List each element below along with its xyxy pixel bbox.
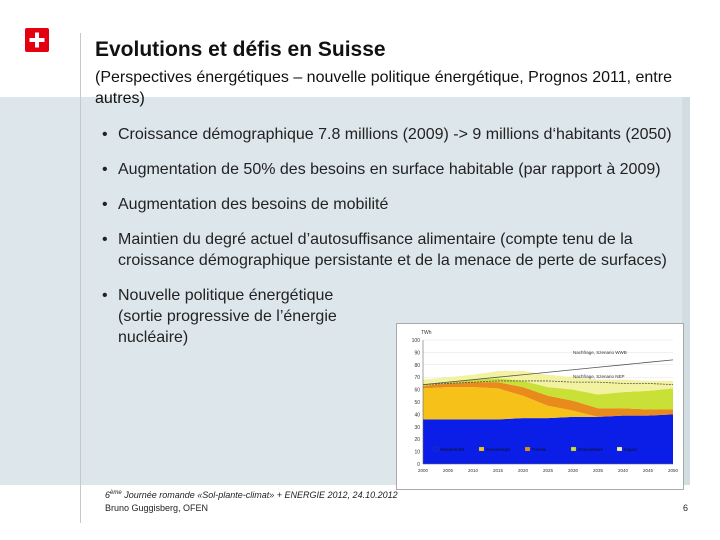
chart-legend-label: Wasserkraft (440, 447, 465, 452)
page-subtitle: (Perspectives énergétiques – nouvelle po… (95, 69, 672, 107)
chart-xtick-label: 2010 (468, 468, 479, 473)
chart-legend-swatch (478, 446, 485, 452)
chart-area-fossile (423, 382, 673, 417)
energy-chart: TWh 0 10 20 30 40 50 60 70 80 90 100 2000 2005 2010 201… (396, 323, 684, 490)
bullet-item: • Maintien du degré actuel d’autosuffisan… (102, 231, 667, 269)
chart-ytick-label: 40 (414, 412, 420, 418)
chart-ytick-label: 0 (417, 462, 420, 468)
bullet-item: • Croissance démographique 7.8 millions (… (102, 126, 672, 143)
swiss-flag-icon (25, 28, 49, 52)
chart-ytick-label: 80 (414, 363, 420, 369)
chart-legend-swatch (524, 446, 531, 452)
bullet-item: • Augmentation des besoins de mobilité (102, 196, 389, 213)
chart-area-wasserkraft (423, 414, 673, 464)
content-panel-edge (682, 97, 690, 485)
chart-area-kernenergie (423, 387, 673, 420)
chart-legend-label: Fossile (532, 447, 547, 452)
chart-xtick-label: 2040 (618, 468, 629, 473)
chart-ytick-label: 70 (414, 375, 420, 381)
bullet-dot: • (102, 287, 108, 304)
page-title: Evolutions et défis en Suisse (95, 38, 386, 61)
chart-xtick-label: 2030 (568, 468, 579, 473)
footer-author: Bruno Guggisberg, OFEN (105, 503, 209, 513)
chart-ytick-label: 90 (414, 350, 420, 356)
bullet-dot: • (102, 196, 108, 213)
chart-legend-label: Import (624, 447, 638, 452)
chart-area-erneuerbare (423, 378, 673, 410)
chart-ytick-label: 60 (414, 388, 420, 394)
chart-legend-swatch (432, 446, 439, 452)
footer-event: 6ème Journée romande «Sol-plante-climat»… (105, 490, 398, 500)
chart-annotation: Nachfrage, Szenario WWB (573, 350, 627, 355)
chart-xtick-label: 2000 (418, 468, 429, 473)
chart-legend-swatch (616, 446, 623, 452)
chart-demand-line (422, 359, 674, 386)
chart-demand-line (422, 380, 674, 386)
chart-area-import (423, 371, 673, 395)
chart-ytick-label: 10 (414, 450, 420, 456)
page-number: 6 (683, 503, 689, 513)
chart-xtick-label: 2005 (443, 468, 454, 473)
chart-xtick-label: 2035 (593, 468, 604, 473)
bullet-dot: • (102, 126, 108, 143)
chart-ytick-label: 50 (414, 400, 420, 406)
chart-xtick-label: 2025 (543, 468, 554, 473)
chart-annotation: Nachfrage, Szenario NEP (573, 374, 625, 379)
chart-xtick-label: 2020 (518, 468, 529, 473)
chart-xtick-label: 2050 (668, 468, 679, 473)
bullet-dot: • (102, 161, 108, 178)
vertical-divider (80, 33, 81, 523)
chart-ytick-label: 30 (414, 425, 420, 431)
chart-xtick-label: 2015 (493, 468, 504, 473)
bullet-dot: • (102, 231, 108, 248)
chart-ytick-label: 100 (412, 338, 421, 344)
chart-ytick-label: 20 (414, 437, 420, 443)
bullet-list: • Croissance démographique 7.8 millions (… (100, 124, 692, 362)
bullet-item: • Nouvelle politique énergétique (sortie … (102, 287, 337, 346)
chart-ylabel: TWh (421, 330, 432, 336)
chart-legend-swatch (570, 446, 577, 452)
bullet-item: • Augmentation de 50% des besoins en surf… (102, 161, 661, 178)
chart-legend-label: Kernenergie (486, 447, 511, 452)
chart-xtick-label: 2045 (643, 468, 654, 473)
chart-legend-label: Erneuerbare (578, 447, 604, 452)
